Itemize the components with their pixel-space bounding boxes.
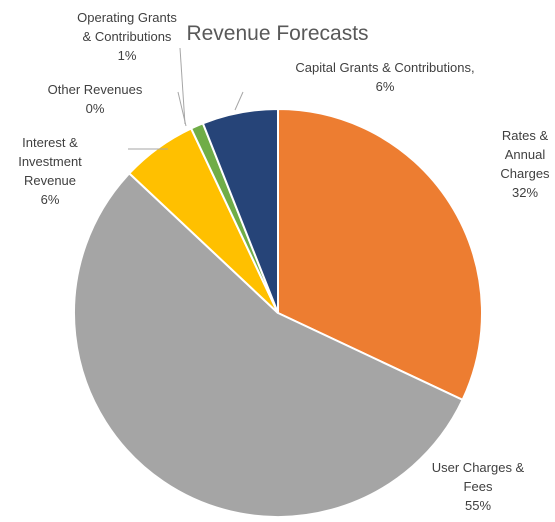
data-label: Interest & Investment Revenue 6% — [0, 133, 100, 209]
leader-line — [179, 47, 186, 125]
slice-name: Interest & Investment Revenue — [18, 135, 82, 188]
slice-name: Capital Grants & Contributions, — [295, 60, 475, 75]
slice-value: 6% — [375, 79, 395, 94]
slice-value: 55% — [464, 498, 492, 513]
leader-line — [234, 91, 244, 111]
slice-value: 1% — [117, 48, 137, 63]
slice-name: Rates & Annual Charges — [500, 128, 550, 181]
chart-title: Revenue Forecasts — [186, 22, 369, 45]
slice-name: Operating Grants & Contributions — [77, 10, 177, 44]
slice-name: Other Revenues — [47, 82, 143, 97]
slice-value: 32% — [511, 185, 539, 200]
slice-value: 6% — [40, 192, 60, 207]
pie-slice — [277, 107, 483, 402]
data-label: Other Revenues 0% — [35, 80, 155, 118]
slice-value: 0% — [85, 101, 105, 116]
data-label: Rates & Annual Charges 32% — [485, 126, 555, 202]
data-label: User Charges & Fees 55% — [418, 458, 538, 515]
pie-slice — [201, 107, 279, 314]
data-label: Capital Grants & Contributions, 6% — [255, 58, 515, 96]
slice-name: User Charges & Fees — [431, 460, 525, 494]
pie-slice — [73, 171, 464, 518]
data-label: Operating Grants & Contributions 1% — [72, 8, 182, 65]
